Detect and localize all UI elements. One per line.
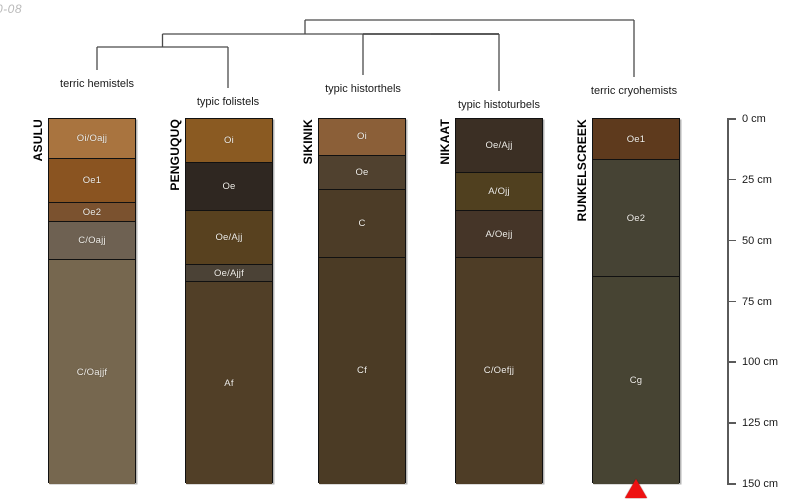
depth-axis-tick bbox=[727, 118, 736, 120]
dendrogram-leaf-terric-hemistels: terric hemistels bbox=[60, 78, 134, 90]
soil-horizon[interactable]: Oi bbox=[186, 119, 272, 163]
soil-horizon-label: Oe2 bbox=[626, 212, 646, 224]
depth-axis-label: 75 cm bbox=[742, 295, 772, 308]
soil-column-body-asulu: Oi/Oajj Oe1 Oe2 C/Oajj C/Oajjf bbox=[48, 118, 136, 484]
soil-horizon-label: Oe/Ajjf bbox=[214, 267, 244, 279]
soil-column-title-sikinik: SIKINIK bbox=[301, 119, 315, 165]
soil-horizon[interactable]: Oe bbox=[186, 162, 272, 212]
soil-horizon[interactable]: C bbox=[319, 189, 405, 258]
dendrogram-leaf-typic-historthels: typic historthels bbox=[325, 83, 401, 95]
soil-column-body-sikinik: Oi Oe C Cf bbox=[318, 118, 406, 484]
depth-axis-tick bbox=[727, 178, 736, 181]
soil-horizon[interactable]: Oe2 bbox=[49, 202, 135, 223]
dendrogram bbox=[96, 19, 635, 91]
depth-axis-label: 50 cm bbox=[742, 234, 772, 247]
soil-horizon-label: A/Ojj bbox=[488, 185, 510, 197]
soil-horizon-label: Oe/Ajj bbox=[215, 232, 243, 244]
soil-horizon-label: Af bbox=[224, 377, 234, 389]
depth-axis-tick bbox=[727, 300, 736, 302]
soil-horizon-label: C/Oajjf bbox=[76, 366, 108, 378]
soil-column-body-nikaat: Oe/Ajj A/Ojj A/Oejj C/Oefjj bbox=[455, 118, 543, 484]
depth-axis-tick bbox=[727, 422, 736, 424]
soil-column-title-nikaat: NIKAAT bbox=[438, 119, 452, 165]
soil-horizon[interactable]: Cg bbox=[593, 277, 679, 484]
red-triangle-marker[interactable] bbox=[625, 479, 647, 498]
dendrogram-leaf-terric-cryohemists: terric cryohemists bbox=[590, 85, 678, 97]
soil-horizon[interactable]: Oe bbox=[319, 155, 405, 190]
depth-axis-tick bbox=[727, 239, 736, 242]
soil-horizon[interactable]: A/Ojj bbox=[456, 172, 542, 212]
soil-horizon-label: Oi bbox=[224, 134, 234, 146]
soil-horizon[interactable]: Oi/Oajj bbox=[49, 119, 135, 160]
soil-horizon[interactable]: Cf bbox=[319, 257, 405, 484]
soil-horizon[interactable]: Oe2 bbox=[593, 160, 679, 278]
soil-horizon-label: C bbox=[358, 217, 366, 229]
soil-horizon-label: Oe bbox=[355, 166, 369, 178]
depth-axis-label: 125 cm bbox=[742, 417, 779, 430]
soil-horizon[interactable]: C/Oajjf bbox=[49, 260, 135, 484]
soil-horizon[interactable]: A/Oejj bbox=[456, 211, 542, 258]
soil-horizon[interactable]: C/Oajj bbox=[49, 222, 135, 261]
depth-axis-label: 100 cm bbox=[742, 356, 779, 369]
soil-horizon-label: Oi/Oajj bbox=[76, 133, 108, 145]
soil-column-body-penguquq: Oi Oe Oe/Ajj Oe/Ajjf Af bbox=[185, 118, 273, 484]
dendrogram-leaf-typic-folistels: typic folistels bbox=[196, 96, 260, 108]
depth-axis-label: 0 cm bbox=[742, 113, 766, 125]
soil-horizon[interactable]: Oe1 bbox=[593, 119, 679, 161]
corner-note: 0-08 bbox=[0, 2, 23, 16]
soil-column-title-penguquq: PENGUQUQ bbox=[168, 119, 182, 191]
soil-horizon-label: Oi bbox=[357, 131, 367, 143]
soil-horizon-label: Oe/Ajj bbox=[485, 139, 513, 151]
depth-axis-label: 150 cm bbox=[742, 478, 779, 490]
soil-horizon-label: Oe1 bbox=[82, 175, 102, 187]
soil-horizon-label: Oe1 bbox=[626, 133, 646, 145]
dendrogram-leaf-typic-histoturbels: typic histoturbels bbox=[458, 99, 540, 111]
depth-axis-label: 25 cm bbox=[742, 173, 772, 186]
soil-horizon-label: Cf bbox=[357, 365, 367, 377]
soil-column-title-runkelscreek: RUNKELSCREEK bbox=[575, 119, 589, 222]
soil-horizon[interactable]: Oi bbox=[319, 119, 405, 156]
soil-horizon-label: C/Oefjj bbox=[483, 365, 515, 377]
soil-horizon-label: Cg bbox=[629, 375, 643, 387]
soil-horizon[interactable]: Oe/Ajj bbox=[186, 211, 272, 265]
soil-horizon-label: A/Oejj bbox=[485, 228, 513, 240]
soil-horizon-label: Oe bbox=[222, 181, 236, 193]
soil-horizon-label: Oe2 bbox=[82, 206, 102, 218]
soil-column-title-asulu: ASULU bbox=[31, 119, 45, 162]
soil-horizon[interactable]: Af bbox=[186, 282, 272, 484]
soil-horizon[interactable]: Oe1 bbox=[49, 159, 135, 203]
soil-column-body-runkelscreek: Oe1 Oe2 Cg bbox=[592, 118, 680, 484]
soil-horizon-label: C/Oajj bbox=[78, 235, 106, 247]
soil-horizon[interactable]: Oe/Ajj bbox=[456, 119, 542, 173]
soil-horizon[interactable]: C/Oefjj bbox=[456, 257, 542, 484]
soil-horizon[interactable]: Oe/Ajjf bbox=[186, 265, 272, 283]
depth-axis-tick bbox=[727, 361, 736, 363]
depth-axis-tick bbox=[727, 483, 736, 485]
